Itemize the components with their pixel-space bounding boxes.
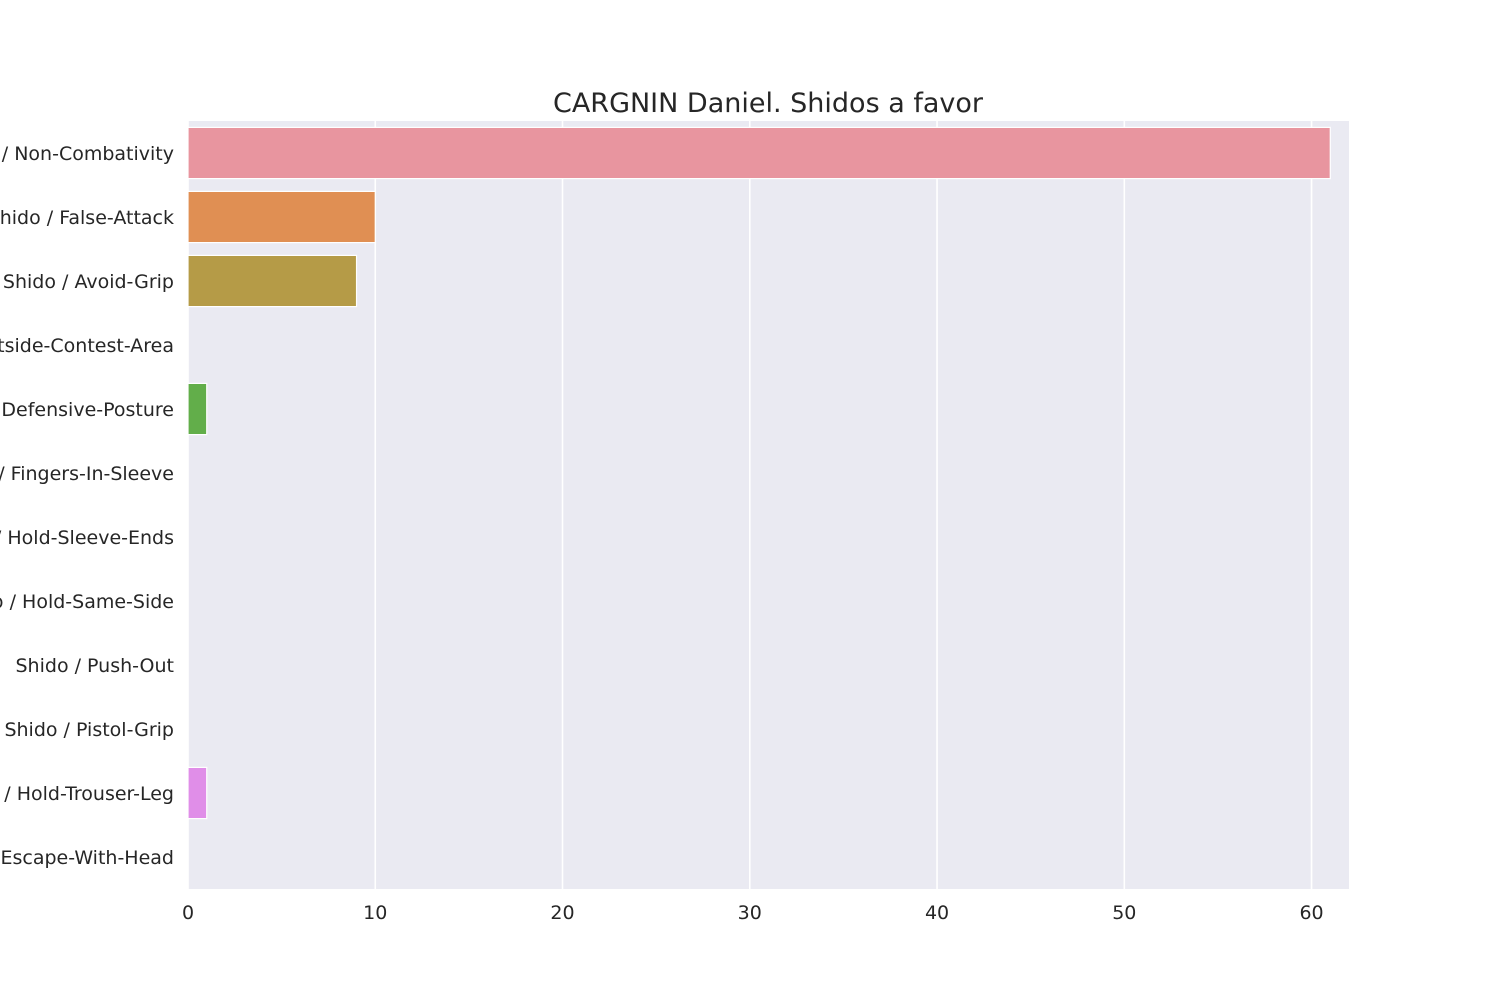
y-tick-label: Shido / False-Attack bbox=[0, 207, 174, 229]
y-tick-label: Shido / Escape-With-Head bbox=[0, 847, 174, 869]
x-tick-label: 20 bbox=[550, 902, 574, 924]
x-tick-label: 60 bbox=[1299, 902, 1323, 924]
y-tick-labels: Shido / Non-Combativity Shido / False-Att… bbox=[0, 143, 174, 869]
y-tick-label: Shido / Avoid-Grip bbox=[3, 271, 174, 293]
bar bbox=[187, 254, 358, 308]
plot-background bbox=[188, 121, 1349, 889]
x-tick-label: 10 bbox=[363, 902, 387, 924]
y-tick-label: Shido / Hold-Trouser-Leg bbox=[0, 783, 174, 805]
y-tick-label: Shido / Non-Combativity bbox=[0, 143, 174, 165]
y-tick-label: Shido / Push-Out bbox=[16, 655, 175, 677]
bars bbox=[187, 126, 1331, 820]
y-tick-label: Shido / Outside-Contest-Area bbox=[0, 335, 174, 357]
chart-title: CARGNIN Daniel. Shidos a favor bbox=[553, 88, 984, 119]
y-tick-label: Shido / Pistol-Grip bbox=[4, 719, 174, 741]
x-tick-label: 40 bbox=[925, 902, 949, 924]
x-tick-label: 30 bbox=[738, 902, 762, 924]
y-tick-label: Shido / Hold-Sleeve-Ends bbox=[0, 527, 174, 549]
y-tick-label: Shido / Hold-Same-Side bbox=[0, 591, 174, 613]
bar bbox=[187, 766, 208, 820]
x-tick-label: 0 bbox=[182, 902, 194, 924]
bar bbox=[187, 382, 208, 436]
x-gridlines bbox=[187, 121, 1313, 889]
bar bbox=[187, 190, 376, 244]
bar bbox=[187, 126, 1331, 180]
y-tick-label: Shido / Fingers-In-Sleeve bbox=[0, 463, 174, 485]
x-tick-labels: 0 10 20 30 40 50 60 bbox=[182, 902, 1324, 924]
y-tick-label: Shido / Defensive-Posture bbox=[0, 399, 174, 421]
x-tick-label: 50 bbox=[1112, 902, 1136, 924]
